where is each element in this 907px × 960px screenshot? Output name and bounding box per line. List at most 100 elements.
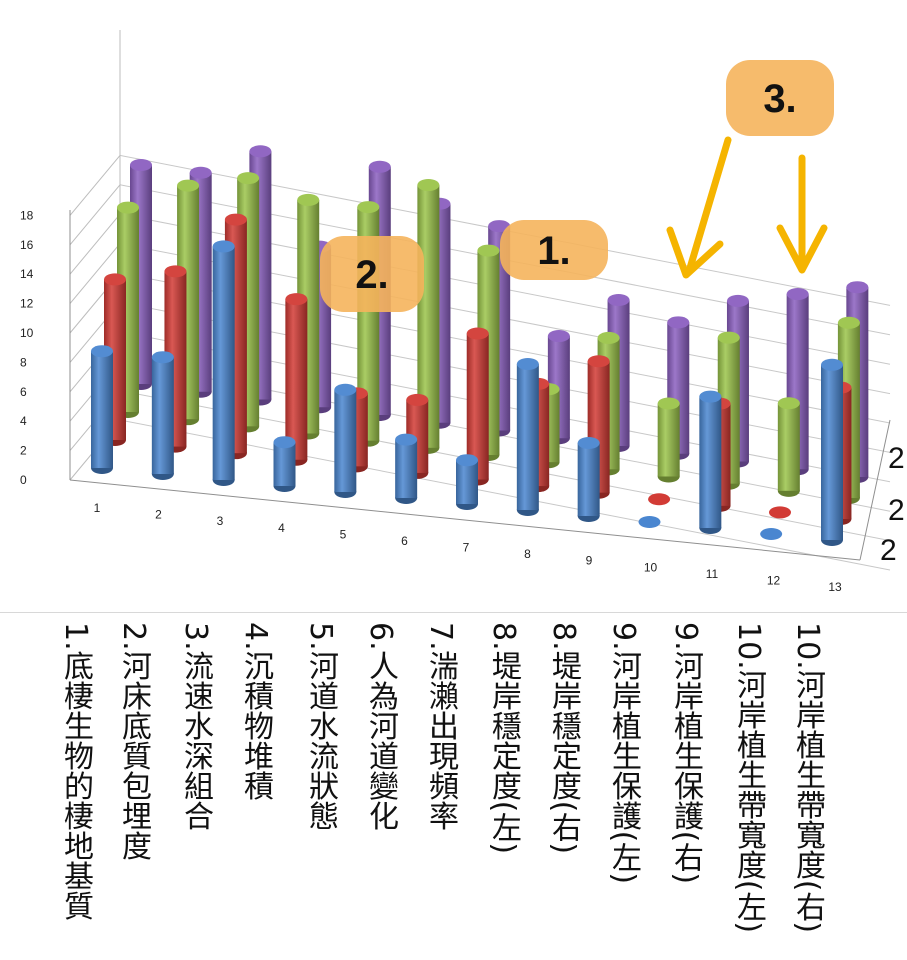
bar [151,351,174,480]
category-label-list: 1.底棲生物的棲地基質 2.河床底質包埋度 3.流速水深組合 4.沉積物堆積 5.河道水… [0,612,907,960]
depth-axis-line [859,419,891,561]
depth-axis-ticks: 2 2 2 [880,442,905,567]
callout-label: 3. [763,77,796,121]
bar [395,433,418,504]
bar [212,240,235,486]
bar-top [237,172,260,185]
x-tick-label: 7 [463,541,470,555]
category-label: 10.河岸植生帶寬度(右) [790,622,825,934]
depth-tick-label: 2 [888,494,905,527]
arrow-head-right [776,224,828,274]
callout-3: 3. [726,60,834,136]
bar-top [488,220,511,233]
bar-top [657,397,680,410]
bar-body [821,364,843,540]
x-tick-label: 12 [767,573,781,587]
callout-label: 1. [537,229,570,273]
bar-top [164,265,187,278]
depth-tick-label: 2 [880,534,897,567]
x-axis-ticks: 1 2 3 4 5 6 7 8 9 10 11 12 13 [94,501,842,594]
y-tick-label: 6 [20,385,27,399]
bar-disc [638,516,661,528]
bar-top [368,160,391,173]
bar-top [417,179,440,192]
x-tick-label: 1 [94,501,101,515]
arrow-line-left [686,136,732,272]
x-tick-label: 11 [706,567,719,581]
bar-top [547,330,570,343]
bar [699,390,722,534]
bar-body [777,403,800,491]
category-label: 6.人為河道變化 [363,622,398,831]
bar-top [607,294,630,306]
x-tick-label: 2 [155,508,162,522]
bar-disc [760,528,783,540]
bar-top [285,293,308,306]
callout-1: 1. [500,220,608,280]
gridline-side [69,243,121,304]
bar-body [285,299,308,460]
bar-top [786,288,809,301]
category-label: 3.流速水深組合 [178,622,213,831]
bar-top [846,281,869,294]
callout-box [726,60,834,136]
bar-body [212,246,235,480]
category-label: 7.湍瀨出現頻率 [423,622,458,831]
category-label: 4.沉積物堆積 [238,622,273,801]
bar-top [117,201,139,214]
bar-top [477,244,500,257]
bar-top [516,358,539,370]
bar-top [151,351,174,364]
arrow-head-left [666,226,724,279]
bar-top [177,179,200,192]
y-tick-label: 14 [20,267,34,281]
bar-top [91,345,113,358]
x-tick-label: 13 [828,580,842,594]
callout-label: 2. [355,253,388,297]
bars [91,145,869,546]
gridline-side [69,155,121,216]
category-label: 9.河岸植生保護(左) [606,622,641,885]
y-tick-label: 18 [20,208,34,222]
y-tick-label: 4 [20,414,27,428]
bar-top [189,166,212,179]
bar [456,454,478,510]
x-axis-line [69,479,861,561]
bar [516,358,539,516]
bar-top [597,331,620,344]
bar-top [717,331,740,344]
y-tick-label: 0 [20,473,27,487]
depth-tick-label: 2 [888,442,905,475]
category-label: 1.底棲生物的棲地基質 [58,622,93,921]
bar [638,516,661,528]
bar-top [130,159,152,171]
bar [657,397,680,483]
y-tick-label: 12 [20,297,34,311]
bar-disc [768,506,791,519]
x-tick-label: 5 [340,527,347,541]
bar-top [395,433,418,446]
bar-body [466,333,489,480]
category-label: 10.河岸植生帶寬度(左) [731,622,766,934]
bar-top [726,294,749,307]
bar-body [417,185,440,448]
bar-top [406,393,429,406]
bar-top [577,437,600,449]
x-tick-label: 6 [401,534,408,548]
bar [768,506,791,519]
bar-top [273,436,296,449]
x-tick-label: 10 [644,560,658,574]
y-tick-label: 16 [20,238,34,252]
bar-body [577,443,600,516]
bar [777,397,800,497]
bar-body [151,357,174,474]
gridline-side [69,184,121,246]
arrows [666,136,828,279]
bar-top [699,390,722,403]
bar-top [104,273,126,286]
category-label: 5.河道水流狀態 [303,622,338,831]
x-tick-label: 3 [217,514,224,528]
category-label: 9.河岸植生保護(右) [668,622,703,885]
bar-body [395,439,418,498]
